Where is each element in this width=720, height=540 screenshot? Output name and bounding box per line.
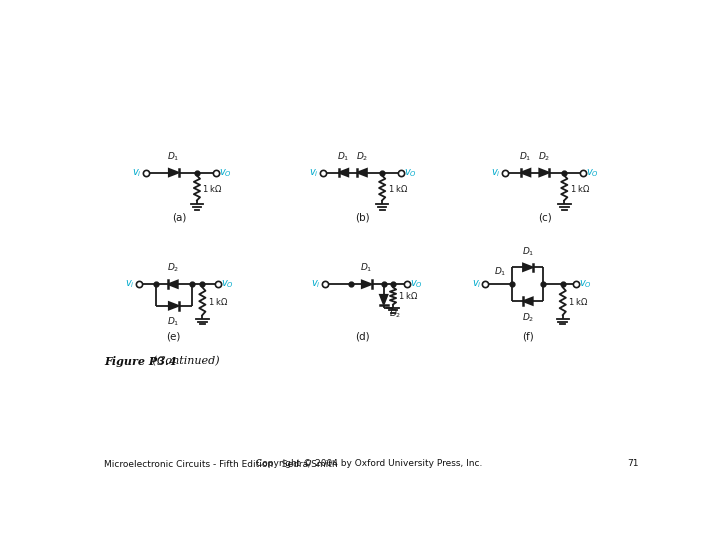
Text: $v_O$: $v_O$ bbox=[219, 167, 231, 179]
Text: (e): (e) bbox=[166, 332, 180, 342]
Polygon shape bbox=[338, 169, 348, 177]
Text: 1 k$\Omega$: 1 k$\Omega$ bbox=[398, 291, 419, 301]
Text: $D_1$: $D_1$ bbox=[168, 150, 180, 163]
Polygon shape bbox=[168, 302, 179, 309]
Polygon shape bbox=[361, 280, 372, 288]
Text: $v_i$: $v_i$ bbox=[125, 278, 135, 290]
Text: $v_O$: $v_O$ bbox=[586, 167, 599, 179]
Text: $D_2$: $D_2$ bbox=[538, 150, 550, 163]
Text: $D_1$: $D_1$ bbox=[168, 315, 180, 328]
Polygon shape bbox=[168, 169, 179, 177]
Text: Microelectronic Circuits - Fifth Edition   Sedra/Smith: Microelectronic Circuits - Fifth Edition… bbox=[104, 459, 338, 468]
Text: 1 k$\Omega$: 1 k$\Omega$ bbox=[570, 183, 590, 193]
Text: $v_O$: $v_O$ bbox=[404, 167, 417, 179]
Text: $D_1$: $D_1$ bbox=[361, 262, 373, 274]
Text: (a): (a) bbox=[172, 212, 186, 222]
Text: $v_O$: $v_O$ bbox=[579, 278, 592, 290]
Text: $v_O$: $v_O$ bbox=[221, 278, 234, 290]
Polygon shape bbox=[357, 169, 367, 177]
Text: (d): (d) bbox=[356, 332, 370, 342]
Text: 1 k$\Omega$: 1 k$\Omega$ bbox=[202, 183, 223, 193]
Text: 1 k$\Omega$: 1 k$\Omega$ bbox=[387, 183, 408, 193]
Text: Copyright © 2004 by Oxford University Press, Inc.: Copyright © 2004 by Oxford University Pr… bbox=[256, 459, 482, 468]
Text: $D_2$: $D_2$ bbox=[167, 262, 179, 274]
Text: 71: 71 bbox=[627, 459, 639, 468]
Text: (b): (b) bbox=[356, 212, 370, 222]
Text: $D_2$: $D_2$ bbox=[356, 150, 368, 163]
Text: $D_1$: $D_1$ bbox=[494, 266, 506, 278]
Text: (c): (c) bbox=[538, 212, 552, 222]
Text: 1 k$\Omega$: 1 k$\Omega$ bbox=[568, 296, 589, 307]
Polygon shape bbox=[523, 298, 533, 305]
Text: Figure P3.4: Figure P3.4 bbox=[104, 356, 176, 367]
Text: $v_i$: $v_i$ bbox=[309, 167, 319, 179]
Text: $D_1$: $D_1$ bbox=[522, 246, 534, 258]
Text: $v_i$: $v_i$ bbox=[311, 278, 321, 290]
Text: $D_2$: $D_2$ bbox=[389, 307, 402, 320]
Text: $v_O$: $v_O$ bbox=[410, 278, 423, 290]
Polygon shape bbox=[380, 295, 387, 305]
Text: $D_2$: $D_2$ bbox=[522, 311, 534, 323]
Polygon shape bbox=[168, 280, 178, 288]
Text: $v_i$: $v_i$ bbox=[472, 278, 482, 290]
Text: $v_i$: $v_i$ bbox=[491, 167, 500, 179]
Text: 1 k$\Omega$: 1 k$\Omega$ bbox=[208, 296, 229, 307]
Polygon shape bbox=[539, 169, 549, 177]
Text: $D_1$: $D_1$ bbox=[337, 150, 350, 163]
Text: (f): (f) bbox=[522, 332, 534, 342]
Polygon shape bbox=[521, 169, 531, 177]
Text: $v_i$: $v_i$ bbox=[132, 167, 142, 179]
Text: (Continued): (Continued) bbox=[149, 356, 220, 367]
Text: $D_1$: $D_1$ bbox=[519, 150, 532, 163]
Polygon shape bbox=[523, 264, 533, 271]
